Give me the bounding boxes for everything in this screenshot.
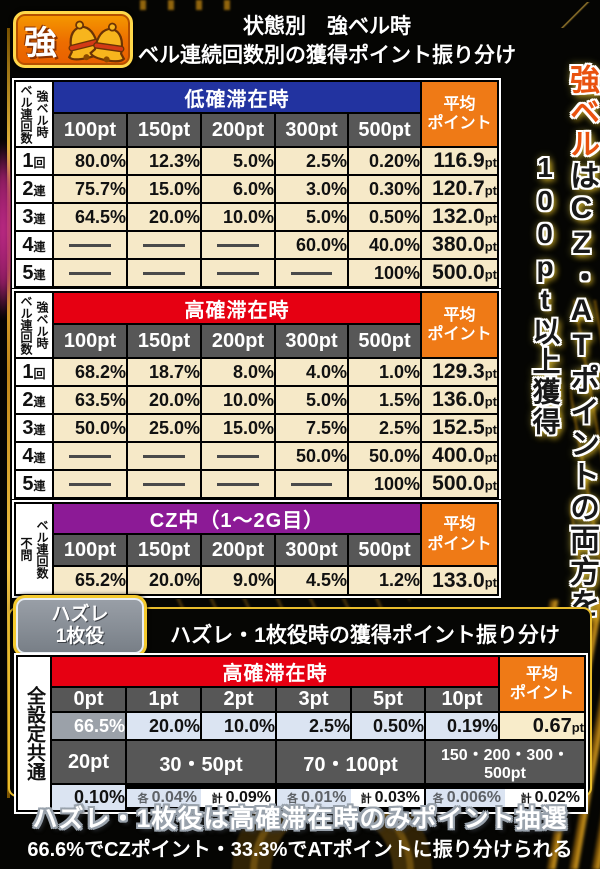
table-row: 2連 63.5% 20.0% 10.0% 5.0% 1.5% 136.0pt <box>14 385 499 415</box>
pt-header: 1pt <box>125 686 202 713</box>
pt-header: 150pt <box>126 112 202 148</box>
empty-dash <box>143 455 185 459</box>
pt-header: 150pt <box>126 533 202 567</box>
pt-header: 200pt <box>200 112 276 148</box>
state-header-high: 高確滞在時 <box>50 655 500 688</box>
pt-header: 100pt <box>52 533 128 567</box>
empty-dash <box>290 483 333 487</box>
pt-header: 2pt <box>200 686 277 713</box>
corner-cell: 強ベル時 ベル連回数 <box>14 80 54 148</box>
footer-note-1: ハズレ・1枚役は高確滞在時のみポイント抽選 <box>32 805 568 833</box>
avg-header: 平均 ポイント <box>420 291 499 359</box>
pt-header: 200pt <box>200 533 276 567</box>
pt-header: 300pt <box>274 533 349 567</box>
pt-header: 500pt <box>347 323 422 359</box>
empty-dash <box>217 244 259 248</box>
pt-header: 150pt <box>126 323 202 359</box>
state-header-low: 低確滞在時 <box>52 80 422 114</box>
state-header-cz: CZ中（1～2G目） <box>52 502 422 535</box>
table-cz: ベル連回数 不問 CZ中（1～2G目） 平均 ポイント 100pt 150pt 20… <box>12 500 501 598</box>
table-row: 3連 50.0% 25.0% 15.0% 7.5% 2.5% 152.5pt <box>14 413 499 443</box>
table-row: 4連 50.0% 50.0% 400.0pt <box>14 441 499 471</box>
table-row: 3連 64.5% 20.0% 10.0% 5.0% 0.50% 132.0pt <box>14 202 499 232</box>
side-banner-line2: 100pt以上獲得 <box>529 152 561 437</box>
pt-header: 70・100pt <box>275 739 426 785</box>
empty-dash <box>69 455 111 459</box>
hazure-badge: ハズレ 1枚役 <box>13 595 147 657</box>
pt-header: 30・50pt <box>125 739 277 785</box>
corner-cell: ベル連回数 不問 <box>14 502 54 596</box>
pt-header: 500pt <box>347 112 422 148</box>
table-row: 0.10% 各 0.04% 計 0.09% 各 0.01% 計 0.03% <box>17 783 586 812</box>
page-title-line2: ベル連続回数別の獲得ポイント振り分け <box>138 43 516 67</box>
table-hazure: 全設定共通 高確滞在時 平均 ポイント 0pt 1pt 2pt 3pt 5pt 1… <box>14 653 588 814</box>
table-row: 1回 80.0% 12.3% 5.0% 2.5% 0.20% 116.9pt <box>14 146 499 176</box>
page-title: 状態別 強ベル時 ベル連続回数別の獲得ポイント振り分け <box>138 13 516 71</box>
table-low-probability: 強ベル時 ベル連回数 低確滞在時 平均 ポイント 100pt 150pt 200pt… <box>12 78 501 290</box>
table-row: 1回 68.2% 18.7% 8.0% 4.0% 1.0% 129.3pt <box>14 357 499 387</box>
empty-dash <box>69 244 111 248</box>
corner-cell: 強ベル時 ベル連回数 <box>14 291 54 359</box>
pt-header: 150・200・300・500pt <box>424 739 586 785</box>
all-settings-label: 全設定共通 <box>16 655 52 812</box>
page-title-line1: 状態別 強ベル時 <box>243 15 411 38</box>
state-header-high: 高確滞在時 <box>52 291 422 325</box>
hazure-title: ハズレ・1枚役時の獲得ポイント振り分け <box>170 624 560 647</box>
table-row: 66.5% 20.0% 10.0% 2.5% 0.50% 0.19% 0.67p… <box>17 711 586 741</box>
table-row: 65.2% 20.0% 9.0% 4.5% 1.2% 133.0pt <box>15 565 499 596</box>
avg-header: 平均 ポイント <box>498 655 586 713</box>
side-banner: 強ベルはCZ・ATポイントの両方を 100pt以上獲得 <box>518 64 600 624</box>
pt-header: 300pt <box>274 323 349 359</box>
empty-dash <box>143 272 185 276</box>
pt-header: 5pt <box>350 686 426 713</box>
pt-header: 0pt <box>50 686 127 713</box>
empty-dash <box>69 272 111 276</box>
empty-dash <box>290 272 333 276</box>
pt-header: 100pt <box>52 112 128 148</box>
empty-dash <box>69 483 111 487</box>
avg-header: 平均 ポイント <box>420 80 499 148</box>
pt-header: 300pt <box>274 112 349 148</box>
empty-dash <box>143 483 185 487</box>
table-row: 4連 60.0% 40.0% 380.0pt <box>14 230 499 260</box>
side-banner-line1: 強ベルはCZ・ATポイントの両方を <box>565 64 598 620</box>
avg-header: 平均 ポイント <box>420 502 499 567</box>
table-row: 2連 75.7% 15.0% 6.0% 3.0% 0.30% 120.7pt <box>14 174 499 204</box>
pt-header: 200pt <box>200 323 276 359</box>
strong-bell-badge: 強 <box>13 11 133 68</box>
split-cell: 各 0.01% 計 0.03% <box>275 783 426 812</box>
split-cell: 各 0.006% 計 0.02% <box>424 783 586 812</box>
split-cell: 各 0.04% 計 0.09% <box>125 783 277 812</box>
side-banner-highlight: 強ベル <box>565 64 598 160</box>
hazure-panel: ハズレ 1枚役 ハズレ・1枚役時の獲得ポイント振り分け 全設定共通 高確滞在時 … <box>8 595 592 814</box>
decor-gold-top <box>130 0 250 10</box>
pt-header: 3pt <box>275 686 352 713</box>
strong-badge-label: 強 <box>24 23 57 61</box>
empty-dash <box>217 272 259 276</box>
table-row: 5連 100% 500.0pt <box>14 258 499 288</box>
empty-dash <box>217 483 259 487</box>
empty-dash <box>143 244 185 248</box>
decor-gold-corner <box>560 2 600 28</box>
table-high-probability: 強ベル時 ベル連回数 高確滞在時 平均 ポイント 100pt 150pt 200pt… <box>12 289 501 501</box>
footer-note-2: 66.6%でCZポイント・33.3%でATポイントに振り分けられる <box>27 839 573 861</box>
empty-dash <box>217 455 259 459</box>
pt-header: 100pt <box>52 323 128 359</box>
pt-header: 20pt <box>50 739 127 785</box>
table-row: 5連 100% 500.0pt <box>14 469 499 499</box>
pt-header: 10pt <box>424 686 500 713</box>
bells-icon <box>67 20 126 62</box>
pt-header: 500pt <box>347 533 422 567</box>
